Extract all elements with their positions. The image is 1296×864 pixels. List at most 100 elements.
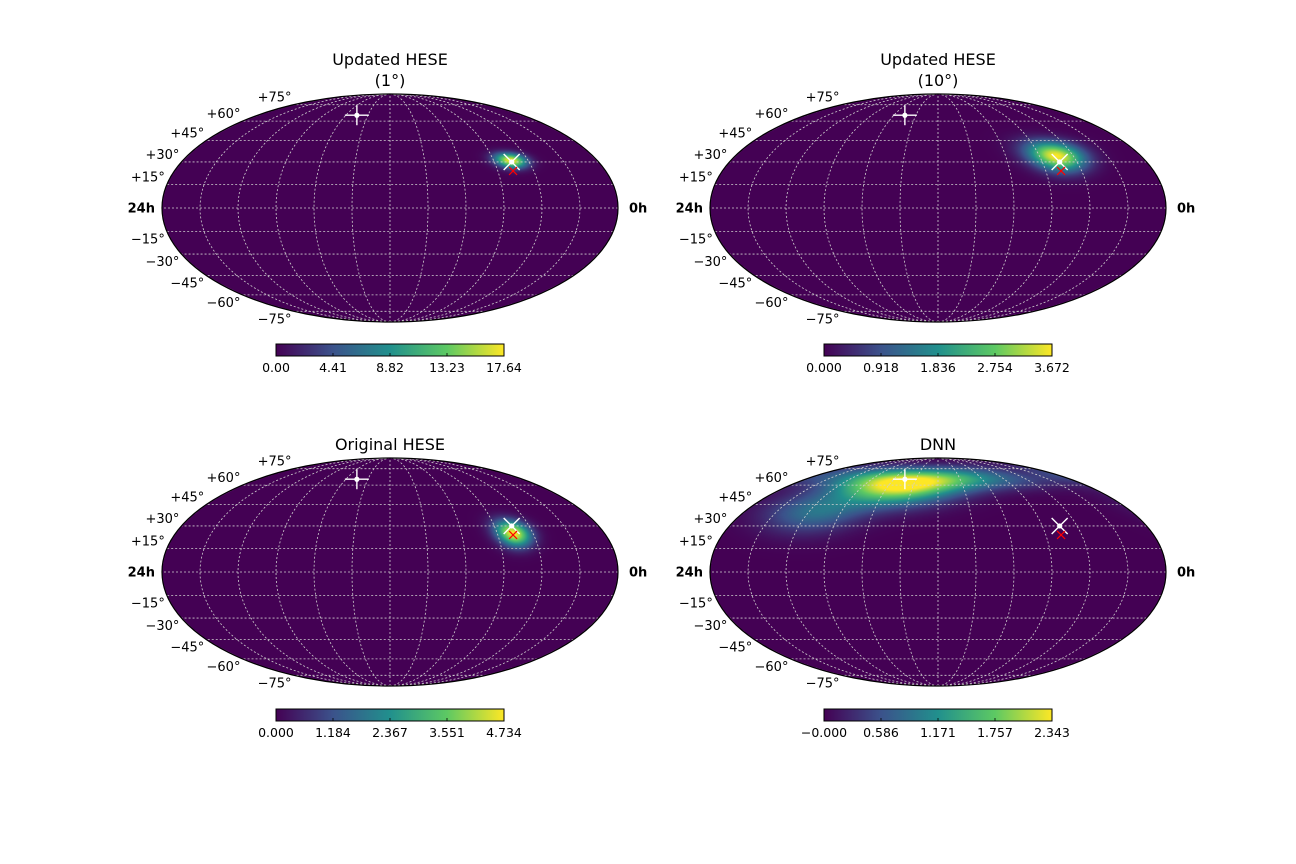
red-x-marker	[1056, 166, 1066, 176]
ra-gridline	[937, 458, 1091, 686]
hour-label-right: 0h	[1177, 202, 1195, 217]
dec-tick-label: +60°	[755, 107, 789, 122]
colorbar-tick-label: 8.82	[376, 360, 404, 375]
colorbar-tick-label: 2.343	[1034, 725, 1070, 740]
dec-tick-label: −15°	[679, 232, 713, 247]
colorbar-tick-label: −0.000	[801, 725, 847, 740]
dec-tick-label: −75°	[806, 676, 840, 691]
ra-gridline	[389, 458, 543, 686]
skymap-panel: Original HESE 24h 0h +75° +60°+45° +30° +15° −1…	[128, 435, 648, 740]
ra-gridline	[937, 458, 1129, 686]
hour-label-right: 0h	[629, 566, 647, 581]
dec-tick-label: +60°	[755, 471, 789, 486]
white-cross-marker	[344, 469, 369, 490]
dec-tick-label: −45°	[718, 640, 752, 655]
colorbar-tick-label: 1.184	[315, 725, 351, 740]
dec-tick-label: −30°	[693, 619, 727, 634]
hour-label-left: 24h	[128, 202, 155, 217]
colorbar-tick-label: 17.64	[486, 360, 522, 375]
ra-gridline	[237, 94, 391, 322]
hour-label-right: 0h	[1177, 566, 1195, 581]
colorbar-tick-label: 4.41	[319, 360, 347, 375]
graticule	[162, 94, 618, 322]
colorbar-tick-label: 4.734	[486, 725, 522, 740]
graticule	[710, 458, 1166, 686]
skymap-panel: Updated HESE (1°) 24h 0h +75° +60°+45° +30° +15…	[128, 50, 648, 375]
colorbar: 0.000 1.184 2.367 3.551 4.734	[258, 708, 522, 740]
ra-gridline	[237, 458, 391, 686]
dec-tick-label: −45°	[718, 276, 752, 291]
skymap-panel: DNN 24h 0h +75° +60°+45° +30° +15° −15° −30° −45°…	[676, 435, 1196, 740]
ra-gridline	[785, 458, 939, 686]
ra-gridline	[199, 458, 391, 686]
dec-tick-label: +45°	[170, 127, 204, 142]
dec-tick-label: −15°	[131, 232, 165, 247]
dec-tick-label: +45°	[718, 127, 752, 142]
graticule	[162, 458, 618, 686]
hour-label-left: 24h	[128, 566, 155, 581]
panel-title: Updated HESE	[880, 50, 996, 69]
ra-gridline	[275, 458, 391, 686]
dec-tick-label: +30°	[145, 148, 179, 163]
ra-gridline	[389, 94, 581, 322]
dec-tick-label: +15°	[131, 535, 165, 550]
ra-gridline	[199, 94, 391, 322]
dec-tick-label: −30°	[693, 255, 727, 270]
colorbar-tick-label: 0.000	[806, 360, 842, 375]
ra-gridline	[389, 458, 581, 686]
sky-outline	[161, 93, 619, 323]
ra-gridline	[747, 94, 939, 322]
dec-tick-label: −45°	[170, 640, 204, 655]
colorbar-tick-label: 13.23	[429, 360, 465, 375]
dec-tick-label: +60°	[207, 107, 241, 122]
dec-tick-label: +60°	[207, 471, 241, 486]
dec-tick-label: +45°	[170, 491, 204, 506]
dec-tick-label: −45°	[170, 276, 204, 291]
dec-tick-label: −15°	[131, 596, 165, 611]
hour-label-left: 24h	[676, 566, 703, 581]
colorbar-tick-label: 1.836	[920, 360, 956, 375]
colorbar: −0.000 0.586 1.171 1.757 2.343	[801, 708, 1070, 740]
panel-title: Original HESE	[335, 435, 445, 454]
ra-gridline	[937, 94, 1091, 322]
colorbar: 0.000 0.918 1.836 2.754 3.672	[806, 343, 1070, 375]
white-cross-marker	[892, 105, 917, 126]
dec-tick-label: −60°	[755, 296, 789, 311]
dec-tick-label: +15°	[131, 171, 165, 186]
ra-gridline	[823, 94, 939, 322]
panel-title: DNN	[920, 435, 956, 454]
sky-outline	[709, 457, 1167, 687]
red-x-marker	[1056, 530, 1066, 540]
ra-gridline	[747, 458, 939, 686]
dec-tick-label: −75°	[258, 676, 292, 691]
colorbar-tick-label: 2.367	[372, 725, 408, 740]
dec-tick-label: +15°	[679, 171, 713, 186]
dec-tick-label: −30°	[145, 619, 179, 634]
colorbar-tick-label: 2.754	[977, 360, 1013, 375]
sky-outline	[709, 93, 1167, 323]
ra-gridline	[389, 94, 505, 322]
ra-gridline	[785, 94, 939, 322]
ra-gridline	[389, 94, 543, 322]
white-cross-marker	[892, 469, 917, 490]
panel-title: (10°)	[918, 71, 959, 90]
hour-label-left: 24h	[676, 202, 703, 217]
colorbar-tick-label: 1.757	[977, 725, 1013, 740]
dec-tick-label: +75°	[806, 91, 840, 106]
dec-tick-label: +30°	[145, 512, 179, 527]
panel-title: Updated HESE	[332, 50, 448, 69]
dec-tick-label: +30°	[693, 148, 727, 163]
colorbar-tick-label: 1.171	[920, 725, 956, 740]
graticule	[710, 94, 1166, 322]
ra-gridline	[937, 94, 1053, 322]
dec-tick-label: +75°	[258, 455, 292, 470]
hour-label-right: 0h	[629, 202, 647, 217]
dec-tick-label: +15°	[679, 535, 713, 550]
sky-outline	[161, 457, 619, 687]
white-cross-marker	[344, 105, 369, 126]
ra-gridline	[823, 458, 939, 686]
dec-tick-label: +75°	[258, 91, 292, 106]
colorbar: 0.00 4.41 8.82 13.23 17.64	[262, 343, 522, 375]
dec-tick-label: +45°	[718, 491, 752, 506]
